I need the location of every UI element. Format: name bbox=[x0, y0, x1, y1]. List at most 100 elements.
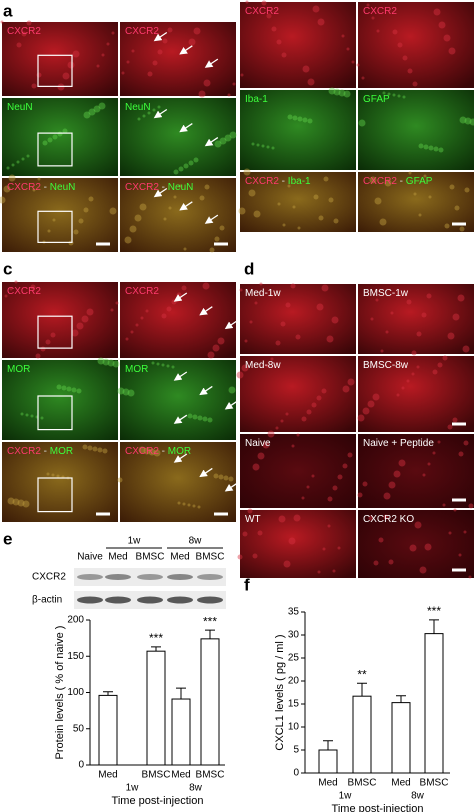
cell-label-part: Med-1w bbox=[245, 288, 281, 299]
cell-spot bbox=[408, 171, 412, 175]
cell-label-part: MOR bbox=[168, 446, 191, 457]
cell-spot bbox=[62, 128, 68, 134]
cell-spot bbox=[66, 386, 72, 392]
blot-band bbox=[105, 596, 131, 604]
cell-spot bbox=[247, 508, 253, 514]
cell-spot bbox=[433, 8, 441, 16]
error-bar bbox=[151, 646, 161, 652]
blot-band bbox=[137, 596, 163, 604]
cell-spot bbox=[173, 195, 177, 199]
cell-spot bbox=[448, 531, 452, 535]
cell-spot bbox=[285, 302, 291, 308]
micrograph-image bbox=[358, 510, 474, 578]
bar bbox=[352, 695, 372, 774]
cell-spot bbox=[68, 240, 74, 246]
cell-label: NeuN bbox=[7, 102, 33, 113]
cell-spot bbox=[374, 197, 382, 205]
cell-spot bbox=[369, 176, 377, 184]
cell-spot bbox=[188, 160, 194, 166]
cell-spot bbox=[413, 192, 417, 196]
cell-spot bbox=[457, 294, 465, 302]
micrograph-image bbox=[358, 2, 474, 88]
blot-band bbox=[77, 596, 103, 604]
cell-spot bbox=[52, 218, 56, 222]
cell-spot bbox=[362, 481, 368, 487]
cell-spot bbox=[249, 320, 253, 324]
cell-spot bbox=[292, 205, 296, 209]
cell-spot bbox=[50, 332, 56, 338]
cell-spot bbox=[372, 393, 380, 401]
arrow bbox=[204, 214, 219, 224]
y-tick-label: 0 bbox=[78, 760, 84, 771]
cell-spot bbox=[188, 38, 196, 46]
cell-spot bbox=[72, 50, 80, 58]
cell-spot bbox=[73, 229, 79, 235]
y-axis-label: Protein levels ( % of naive ) bbox=[54, 626, 66, 760]
cell-spot bbox=[449, 184, 455, 190]
cell-label-part: CXCR2 bbox=[245, 6, 279, 17]
arrow bbox=[199, 306, 213, 316]
micrograph: CXCR2 - NeuN bbox=[120, 178, 236, 253]
cell-label: WT bbox=[245, 514, 261, 525]
cell-spot bbox=[22, 500, 30, 508]
arrow bbox=[173, 453, 188, 463]
x-tick-label: Med bbox=[171, 770, 190, 781]
micrograph: Naive + Peptide bbox=[357, 434, 474, 509]
cell-label-part: - bbox=[159, 182, 168, 193]
cell-spot bbox=[292, 115, 298, 121]
cell-spot bbox=[178, 184, 182, 188]
cell-spot bbox=[0, 20, 4, 24]
cell-label: CXCR2 bbox=[363, 6, 397, 17]
cell-spot bbox=[270, 357, 274, 361]
group-label: 8w bbox=[411, 791, 425, 802]
cell-spot bbox=[311, 402, 317, 408]
cell-label-part: - bbox=[397, 176, 406, 187]
cell-spot bbox=[131, 49, 135, 53]
cell-spot bbox=[240, 73, 244, 77]
arrow bbox=[179, 122, 193, 133]
cell-spot bbox=[162, 38, 168, 44]
cell-spot bbox=[271, 26, 277, 32]
cell-spot bbox=[464, 117, 472, 125]
cell-spot bbox=[332, 569, 336, 573]
cell-spot bbox=[9, 287, 13, 291]
panel-label: c bbox=[3, 259, 12, 278]
blot-band bbox=[77, 574, 103, 580]
significance: *** bbox=[203, 614, 217, 628]
cell-spot bbox=[204, 184, 210, 190]
cell-spot bbox=[393, 470, 401, 478]
cell-spot bbox=[401, 386, 405, 390]
cell-spot bbox=[412, 81, 418, 87]
cell-spot bbox=[293, 514, 301, 522]
cell-spot bbox=[229, 131, 237, 139]
cell-spot bbox=[228, 476, 234, 482]
micrograph-image bbox=[120, 22, 236, 96]
micrograph: Med-1w bbox=[239, 282, 356, 354]
cell-spot bbox=[267, 430, 275, 438]
cell-label: CXCR2 - GFAP bbox=[363, 176, 433, 187]
cell-spot bbox=[287, 114, 293, 120]
arrow bbox=[173, 292, 188, 302]
cell-spot bbox=[406, 299, 412, 305]
cell-spot bbox=[187, 503, 191, 507]
cell-label: CXCR2 - Iba-1 bbox=[245, 176, 311, 187]
significance: *** bbox=[427, 604, 441, 618]
cell-label-part: CXCR2 bbox=[125, 182, 159, 193]
cell-spot bbox=[390, 311, 394, 315]
cell-spot bbox=[432, 451, 436, 455]
cell-label-part: CXCR2 bbox=[7, 446, 41, 457]
cell-spot bbox=[117, 387, 125, 395]
bar bbox=[391, 702, 411, 774]
cell-spot bbox=[71, 329, 79, 337]
error-bar bbox=[205, 629, 215, 639]
cell-label: Med-1w bbox=[245, 288, 281, 299]
cell-spot bbox=[17, 499, 25, 507]
cell-spot bbox=[88, 196, 94, 202]
cell-spot bbox=[193, 157, 199, 163]
cell-spot bbox=[333, 218, 339, 224]
y-tick-label: 30 bbox=[288, 630, 300, 641]
micrograph-image bbox=[358, 434, 474, 508]
cell-spot bbox=[36, 72, 42, 78]
cell-spot bbox=[134, 214, 142, 222]
